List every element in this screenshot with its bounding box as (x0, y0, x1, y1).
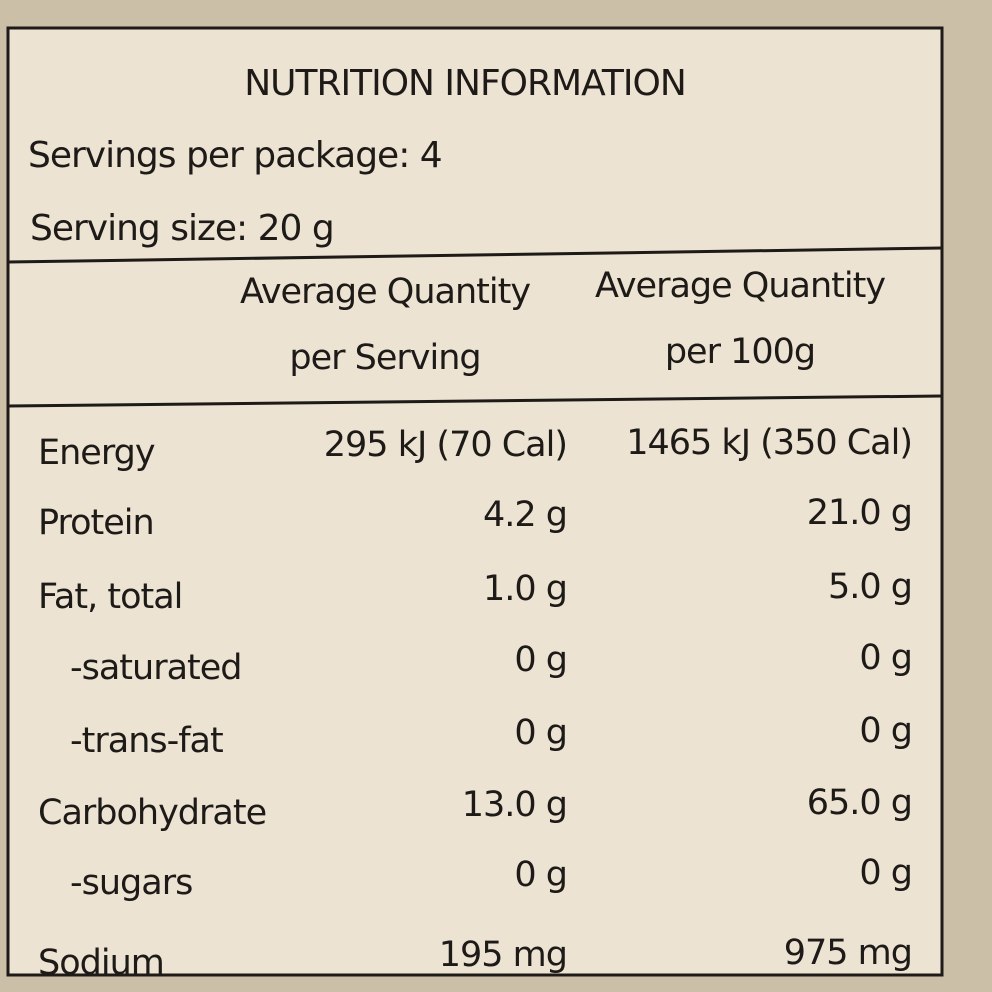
nutrient-name: -sugars (70, 863, 192, 903)
per-serving-value: 0 g (514, 640, 567, 680)
per-serving-value: 4.2 g (483, 495, 567, 535)
label-box (6, 26, 944, 977)
divider (7, 246, 943, 264)
per-serving-value: 195 mg (439, 935, 567, 975)
nutrient-name: Sodium (38, 943, 164, 983)
per-100g-value: 975 mg (784, 933, 912, 973)
per-100g-value: 0 g (859, 853, 912, 893)
nutrient-name: Fat, total (38, 577, 182, 617)
divider (7, 394, 943, 408)
per-100g-value: 0 g (859, 711, 912, 751)
per-serving-value: 0 g (514, 855, 567, 895)
column-header: per Serving (289, 338, 480, 378)
nutrient-name: Energy (38, 433, 155, 473)
per-100g-value: 65.0 g (807, 783, 912, 823)
per-100g-value: 0 g (859, 638, 912, 678)
column-header: Average Quantity (240, 272, 530, 312)
nutrient-name: -trans-fat (70, 721, 223, 761)
per-serving-value: 295 kJ (70 Cal) (324, 425, 567, 465)
per-100g-value: 1465 kJ (350 Cal) (626, 423, 912, 463)
column-header: Average Quantity (595, 266, 885, 306)
per-serving-value: 0 g (514, 713, 567, 753)
title: NUTRITION INFORMATION (244, 63, 686, 104)
table: Average Quantity per Serving Average Quant… (38, 266, 913, 983)
per-100g-value: 5.0 g (828, 567, 912, 607)
serving-size: Serving size: 20 g (30, 208, 334, 249)
nutrient-name: Carbohydrate (38, 793, 266, 833)
per-serving-value: 1.0 g (483, 569, 567, 609)
per-100g-value: 21.0 g (807, 493, 912, 533)
nutrient-name: -saturated (70, 648, 242, 688)
nutrient-name: Protein (38, 503, 154, 543)
column-header: per 100g (665, 332, 815, 372)
servings-per-package: Servings per package: 4 (28, 135, 442, 176)
per-serving-value: 13.0 g (462, 785, 567, 825)
